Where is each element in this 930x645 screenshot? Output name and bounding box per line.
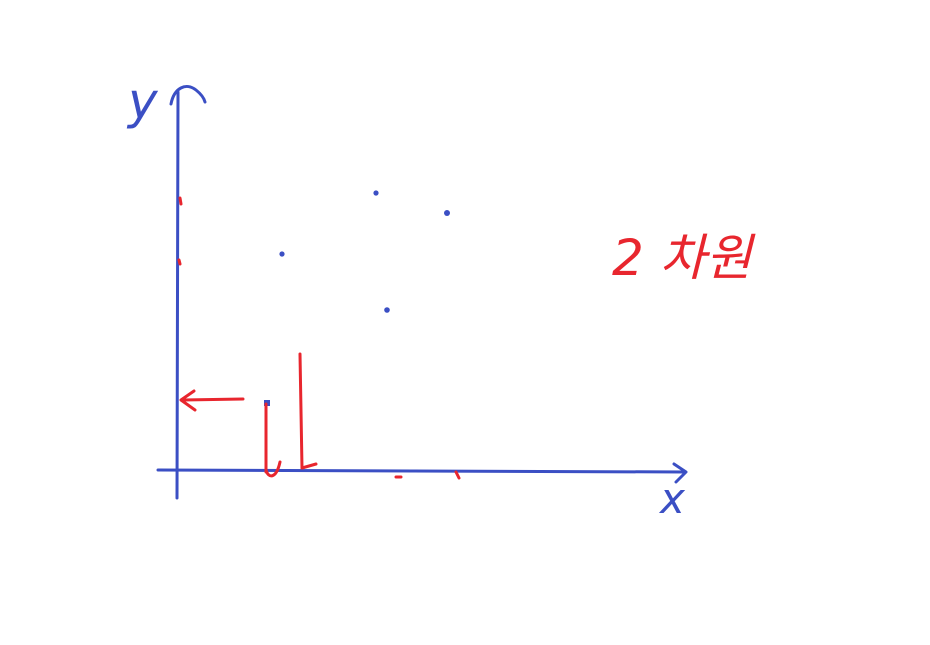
dimension-note: 2 차원 [612, 229, 756, 287]
y-axis-tick [177, 258, 182, 266]
y-axis-tick [178, 196, 183, 206]
y-axis-label: y [126, 72, 159, 130]
projection-marks [177, 196, 461, 480]
x-axis-tick [454, 470, 461, 480]
data-points [264, 190, 450, 406]
y-axis [169, 85, 207, 500]
data-point [444, 210, 450, 216]
arrow-to-x-axis [298, 352, 304, 470]
x-axis [156, 462, 688, 484]
x-axis-label: x [658, 474, 686, 523]
data-point [384, 307, 390, 313]
arrow-to-y-axis [181, 397, 245, 402]
data-point [279, 251, 285, 257]
data-point [373, 190, 379, 196]
